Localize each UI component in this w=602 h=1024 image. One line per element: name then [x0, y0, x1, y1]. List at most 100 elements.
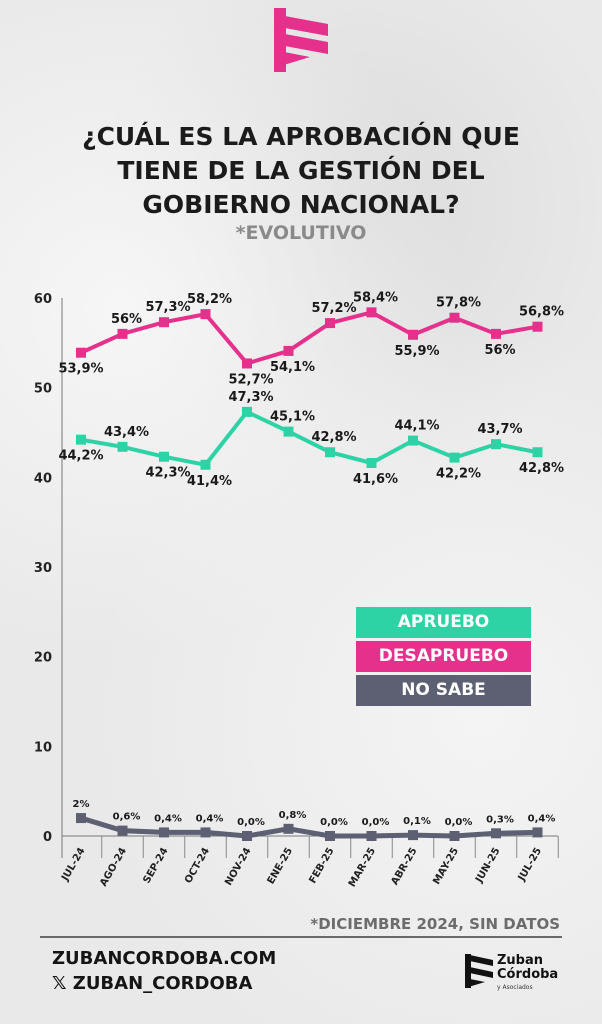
data-point [325, 447, 335, 458]
data-label: 42,8% [311, 430, 356, 445]
x-tick-label: NOV-24 [223, 846, 253, 888]
data-label: 0,4% [154, 813, 182, 824]
data-label: 57,8% [436, 296, 481, 311]
website-link[interactable]: ZUBANCORDOBA.COM [52, 948, 277, 969]
x-tick-label: JUL-24 [59, 846, 87, 884]
footnote: *DICIEMBRE 2024, SIN DATOS [310, 915, 560, 933]
data-point [408, 435, 418, 446]
data-point [366, 831, 377, 841]
y-tick-label: 20 [34, 651, 52, 666]
x-tick-label: AGO-24 [98, 846, 129, 889]
data-point [200, 827, 211, 838]
data-label: 42,8% [519, 461, 564, 476]
data-point [283, 345, 294, 356]
data-label: 56% [111, 312, 142, 327]
brand-name: Córdoba [497, 967, 559, 982]
x-tick-label: MAR-25 [347, 846, 378, 889]
x-tick-label: OCT-24 [183, 846, 212, 886]
data-label: 0,0% [320, 817, 348, 828]
data-label: 47,3% [228, 390, 273, 405]
data-label: 0,1% [403, 816, 431, 827]
data-label: 53,9% [58, 362, 103, 377]
x-tick-label: FEB-25 [307, 846, 336, 886]
data-label: 44,2% [58, 449, 103, 464]
x-tick-label: ABR-25 [390, 846, 420, 887]
data-point [532, 447, 543, 458]
data-point [76, 434, 86, 445]
data-label: 45,1% [270, 410, 315, 425]
data-label: 42,2% [436, 467, 481, 482]
data-point [449, 831, 460, 841]
data-point [159, 827, 169, 838]
data-label: 0,6% [113, 812, 141, 823]
data-point [532, 321, 543, 332]
data-point [408, 830, 418, 841]
data-point [408, 329, 418, 340]
title-line: ¿CUÁL ES LA APROBACIÓN QUE [82, 122, 520, 151]
legend: APRUEBO DESAPRUEBO NO SABE [356, 607, 531, 709]
data-point [491, 439, 501, 450]
data-point [159, 317, 169, 328]
social-handle[interactable]: 𝕏 ZUBAN_CORDOBA [52, 973, 253, 994]
data-label: 42,3% [145, 466, 190, 481]
data-point [449, 312, 460, 323]
legend-no-sabe: NO SABE [356, 675, 531, 706]
brand-logo-icon [465, 954, 493, 988]
data-point [200, 309, 211, 320]
data-point [325, 318, 335, 329]
data-point [76, 813, 86, 824]
series-line-apruebo [80, 409, 538, 467]
data-label: 54,1% [270, 360, 315, 375]
x-tick-label: MAY-25 [431, 846, 461, 887]
data-point [449, 452, 460, 463]
data-point [159, 451, 169, 462]
line-chart: 0 10 20 30 40 50 60 JUL-24 AGO-24 SEP-24 OCT-24 NOV… [34, 290, 564, 889]
brand-name: Zuban [497, 953, 544, 968]
data-label: 2% [73, 799, 90, 810]
data-point [200, 459, 211, 470]
data-point [366, 307, 377, 318]
data-label: 56% [484, 343, 515, 358]
brand-logo-icon [274, 8, 328, 72]
data-label: 57,2% [311, 301, 356, 316]
data-point [242, 406, 252, 417]
y-tick-label: 60 [34, 292, 52, 307]
series-line-desapruebo [80, 310, 538, 366]
y-tick-label: 0 [43, 830, 52, 845]
data-point [117, 441, 128, 452]
data-label: 0,0% [362, 817, 390, 828]
data-point [242, 831, 252, 841]
data-label: 0,4% [528, 813, 556, 824]
chart-title: ¿CUÁL ES LA APROBACIÓN QUE TIENE DE LA G… [0, 120, 602, 222]
data-point [366, 457, 377, 468]
data-point [117, 825, 128, 836]
data-label: 0,0% [445, 817, 473, 828]
data-label: 58,2% [187, 292, 232, 307]
title-line: TIENE DE LA GESTIÓN DEL [117, 156, 485, 185]
data-label: 0,8% [279, 810, 307, 821]
x-tick-label: JUL-25 [516, 846, 544, 884]
y-tick-label: 50 [34, 382, 52, 397]
data-label: 44,1% [394, 419, 439, 434]
title-line: GOBIERNO NACIONAL? [142, 190, 460, 219]
data-label: 56,8% [519, 305, 564, 320]
x-tick-label: SEP-24 [141, 846, 170, 886]
brand-subtitle: y Asociados [497, 984, 533, 991]
series-line-no-sabe [80, 815, 538, 839]
data-label: 0,0% [237, 817, 265, 828]
data-label: 58,4% [353, 290, 398, 305]
data-point [283, 823, 294, 834]
data-point [242, 358, 252, 369]
data-label: 55,9% [394, 344, 439, 359]
x-tick-label: ENE-25 [266, 846, 296, 886]
data-label: 41,4% [187, 474, 232, 489]
data-label: 0,4% [196, 813, 224, 824]
data-point [283, 426, 294, 437]
data-label: 0,3% [486, 814, 514, 825]
y-tick-label: 30 [34, 561, 52, 576]
data-label: 52,7% [228, 372, 273, 387]
data-point [491, 828, 501, 839]
data-label: 57,3% [145, 300, 190, 315]
y-tick-label: 40 [34, 471, 52, 486]
data-label: 43,4% [104, 425, 149, 440]
